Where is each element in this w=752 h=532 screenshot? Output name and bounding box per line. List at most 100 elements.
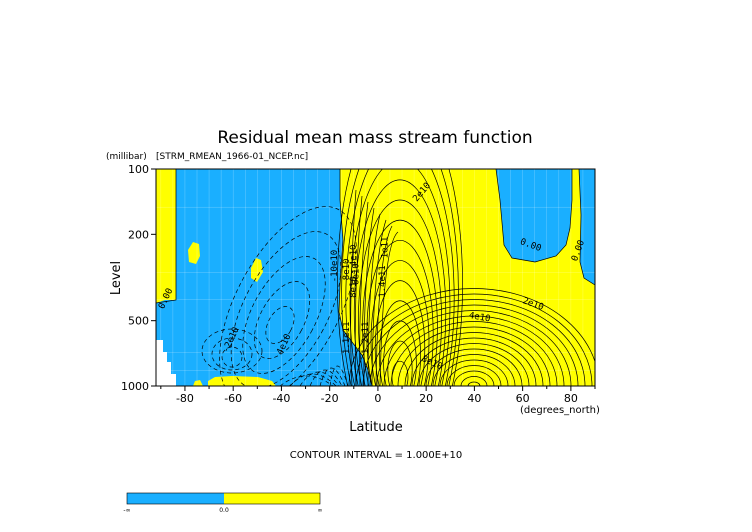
x-tick-label: 40: [467, 392, 481, 405]
positive-fill: [193, 380, 203, 386]
contour-line: [363, 207, 375, 386]
contour-label: 1.2e11: [361, 322, 371, 355]
contour-line: [418, 343, 530, 386]
contour-line: [453, 370, 495, 386]
contour-label: 8e10: [349, 276, 359, 298]
contour-line: [211, 337, 253, 371]
positive-fill: [208, 376, 276, 386]
contour-label: -10e10: [330, 250, 340, 283]
contour-line: [379, 231, 399, 386]
positive-fill: [156, 169, 176, 303]
contour-line: [279, 375, 334, 386]
positive-fill: [251, 258, 263, 282]
contour-line: [359, 201, 369, 386]
contour-line: [354, 195, 363, 386]
contour-line: [337, 169, 463, 386]
contour-line: [341, 169, 459, 386]
x-tick-label: -20: [321, 392, 339, 405]
x-tick-label: 20: [419, 392, 433, 405]
contour-line: [379, 300, 421, 386]
colorbar-label-min: -∞: [123, 507, 130, 514]
plot-frame: [155, 168, 596, 387]
x-tick-label: 60: [516, 392, 530, 405]
colorbar-label-max: ∞: [318, 507, 323, 514]
contour-line: [319, 367, 346, 386]
x-units-label: (degrees_north): [520, 405, 600, 416]
x-tick-label: -60: [224, 392, 242, 405]
dataset-label: [STRM_RMEAN_1966-01_NCEP.nc]: [156, 152, 308, 162]
x-tick-label: 0: [374, 392, 381, 405]
contour-line: [411, 337, 537, 386]
contour-line: [329, 365, 349, 386]
contour-line: [221, 346, 243, 368]
x-axis: -80 -60 -40 -20 0 20 40 60 80: [160, 386, 596, 405]
contour-line: [242, 256, 326, 374]
contour-line: [404, 332, 544, 386]
contour-line: [387, 340, 413, 386]
contour-line: [309, 369, 343, 386]
contour-label: 4e10: [349, 245, 359, 267]
contour-label: 8e10: [342, 258, 352, 280]
contour-line: [299, 371, 340, 386]
contour-line: [230, 231, 342, 386]
contour-line: [367, 213, 381, 386]
contour-line: [156, 169, 177, 304]
contour-line: [253, 281, 311, 359]
contour-line: [369, 304, 579, 386]
contour-line: [425, 348, 523, 386]
contour-line: [219, 206, 357, 386]
contour-line: [397, 326, 551, 386]
contour-line: [345, 169, 455, 386]
y-tick-label: 200: [128, 228, 149, 241]
contour-lines: [156, 169, 595, 386]
contour-line: [383, 320, 417, 386]
contour-line: [390, 321, 558, 386]
contour-line: [350, 189, 357, 386]
contour-label: 1.4e11: [378, 265, 388, 298]
contour-line: [362, 299, 586, 386]
contour-line: [353, 179, 447, 386]
contour-label: 6e10: [352, 263, 362, 285]
contour-line: [439, 359, 509, 386]
contour-line: [383, 315, 565, 386]
gridlines: [156, 169, 595, 386]
contour-label: 1.1e11: [342, 322, 352, 355]
colorbar: -∞ 0.0 ∞: [123, 492, 323, 514]
contour-line: [446, 365, 502, 386]
colorbar-negative-swatch: [127, 493, 224, 504]
plot-area: 0.00-2e10 4e10-10e10 8e102e104e106e108e101…: [156, 169, 595, 386]
contour-line: [349, 169, 451, 386]
contour-label: 1e11: [381, 237, 391, 259]
y-tick-label: 500: [128, 315, 149, 328]
contour-interval-note: CONTOUR INTERVAL = 1.000E+10: [290, 450, 462, 461]
y-axis: 100 200 500 1000: [121, 163, 156, 393]
contour-line: [358, 199, 442, 386]
contour-line: [467, 381, 481, 386]
x-tick-label: -40: [272, 392, 290, 405]
contour-label: 4e10: [468, 311, 491, 325]
chart-title: Residual mean mass stream function: [217, 128, 532, 148]
x-tick-label: 80: [564, 392, 578, 405]
contour-line: [201, 328, 263, 374]
colorbar-label-zero: 0.0: [219, 507, 229, 514]
y-tick-label: 1000: [121, 380, 149, 393]
x-tick-label: -80: [176, 392, 194, 405]
contour-line: [578, 169, 595, 286]
contour-line: [375, 225, 393, 386]
contour-line: [355, 293, 593, 386]
contour-line: [338, 169, 373, 386]
x-axis-label: Latitude: [349, 420, 403, 435]
positive-fill: [188, 242, 200, 264]
contour-line: [460, 376, 488, 386]
colorbar-positive-swatch: [224, 493, 320, 504]
contour-line: [362, 219, 438, 386]
y-units-label: (millibar): [106, 152, 147, 162]
y-tick-label: 100: [128, 163, 149, 176]
y-axis-label: Level: [109, 261, 124, 295]
contour-line: [376, 310, 572, 386]
contour-line: [432, 354, 516, 386]
colorbar-frame: [126, 492, 321, 505]
contour-line: [371, 219, 387, 386]
contour-line: [265, 306, 295, 344]
